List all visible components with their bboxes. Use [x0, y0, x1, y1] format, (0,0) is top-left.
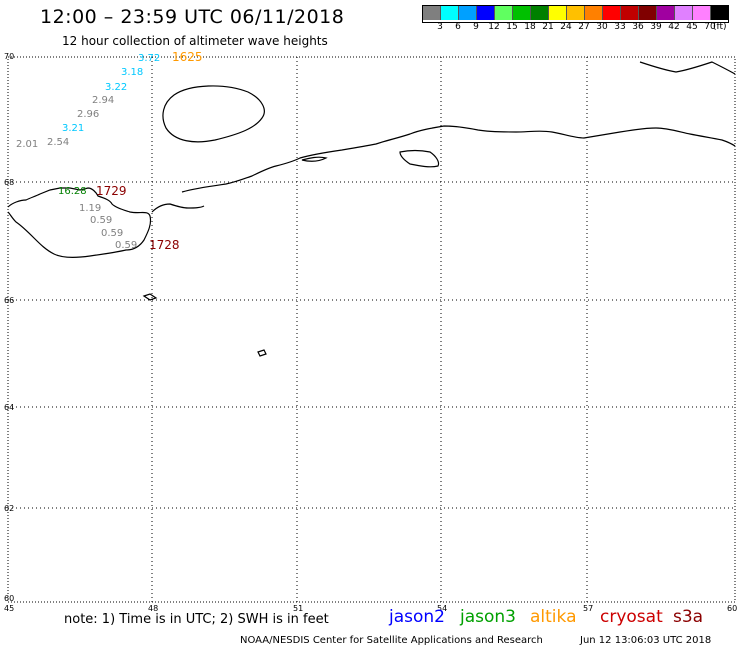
scale-label: 18 [524, 22, 536, 32]
pass-time: 1729 [96, 184, 127, 198]
scale-label: 70 [704, 22, 716, 32]
scale-label: 12 [488, 22, 500, 32]
scale-swatch [693, 6, 711, 20]
pass-time: 1728 [149, 238, 180, 252]
scale-swatch [459, 6, 477, 20]
scale-label: 39 [650, 22, 662, 32]
scale-label: 3 [437, 22, 443, 32]
scale-swatch [549, 6, 567, 20]
scale-label: 42 [668, 22, 680, 32]
swh-value: 3.18 [121, 67, 143, 78]
small-island [142, 293, 158, 301]
scale-swatch [621, 6, 639, 20]
footer-note: note: 1) Time is in UTC; 2) SWH is in fe… [64, 612, 329, 627]
generated-timestamp: Jun 12 13:06:03 UTC 2018 [580, 635, 712, 646]
scale-swatch [423, 6, 441, 20]
legend-cryosat: cryosat [600, 607, 663, 627]
legend-s3a: s3a [673, 607, 704, 627]
lon-label: 45 [4, 604, 14, 613]
kanin-peninsula [7, 187, 152, 258]
plot-frame [7, 56, 736, 603]
kolguev-island [162, 85, 265, 143]
legend-altika: altika [530, 607, 577, 627]
swh-measurements: 3.72 3.18 3.22 2.94 2.96 3.21 2.01 2.54 … [16, 53, 160, 251]
latitude-labels: 70 68 66 64 62 60 [4, 52, 14, 603]
longitude-labels: 45 48 51 54 57 60 [4, 604, 737, 613]
small-island [257, 349, 267, 357]
scale-swatch [441, 6, 459, 20]
swh-value: 3.72 [138, 53, 160, 64]
swh-value: 16.28 [58, 186, 87, 197]
scale-swatch [513, 6, 531, 20]
swh-value: 2.54 [47, 137, 69, 148]
lat-label: 62 [4, 504, 14, 513]
swh-value: 0.59 [115, 240, 137, 251]
scale-swatch [585, 6, 603, 20]
scale-label: 21 [542, 22, 554, 32]
barents-mainland-coast [181, 125, 736, 193]
legend-jason3: jason3 [460, 607, 516, 627]
scale-label: 36 [632, 22, 644, 32]
scale-swatch [531, 6, 549, 20]
vaygach-coast-fragment [301, 156, 328, 162]
lon-label: 57 [583, 604, 593, 613]
graticule [8, 57, 735, 602]
scale-swatch [639, 6, 657, 20]
northern-coast [639, 61, 736, 75]
credit-line: NOAA/NESDIS Center for Satellite Applica… [240, 635, 543, 646]
legend-jason2: jason2 [389, 607, 445, 627]
wave-height-color-scale [422, 5, 729, 23]
lon-label: 54 [437, 604, 447, 613]
scale-label: 45 [686, 22, 698, 32]
scale-label: 15 [506, 22, 518, 32]
swh-value: 2.94 [92, 95, 114, 106]
yamal-bay [399, 149, 440, 168]
swh-value: 3.22 [105, 82, 127, 93]
scale-swatch [603, 6, 621, 20]
lon-label: 48 [148, 604, 158, 613]
swh-value: 3.21 [62, 123, 84, 134]
pass-time-labels: 1625 1729 1728 [96, 50, 203, 252]
lon-label: 51 [293, 604, 303, 613]
coastline [7, 61, 736, 357]
scale-label: 6 [455, 22, 461, 32]
scale-label: 9 [473, 22, 479, 32]
scale-swatch [567, 6, 585, 20]
scale-label: 33 [614, 22, 626, 32]
pass-time: 1625 [172, 50, 203, 64]
swh-value: 0.59 [90, 215, 112, 226]
swh-value: 2.96 [77, 109, 99, 120]
swh-value: 0.59 [101, 228, 123, 239]
scale-label: 30 [596, 22, 608, 32]
scale-swatch [657, 6, 675, 20]
pechora-coast [151, 203, 205, 213]
scale-swatch [477, 6, 495, 20]
scale-unit: (ft) [713, 22, 727, 32]
scale-label: 27 [578, 22, 590, 32]
lat-label: 64 [4, 403, 14, 412]
color-scale-labels: 3 6 9 12 15 18 21 24 27 30 33 36 39 42 45 70 [422, 22, 732, 34]
page-title: 12:00 – 23:59 UTC 06/11/2018 [40, 6, 345, 28]
scale-swatch [711, 6, 728, 20]
lat-label: 60 [4, 594, 14, 603]
lat-label: 66 [4, 296, 14, 305]
lat-label: 68 [4, 178, 14, 187]
lon-label: 60 [727, 604, 737, 613]
page-subtitle: 12 hour collection of altimeter wave hei… [62, 34, 328, 48]
swh-value: 1.19 [79, 203, 101, 214]
scale-swatch [495, 6, 513, 20]
scale-swatch [675, 6, 693, 20]
scale-label: 24 [560, 22, 572, 32]
lat-label: 70 [4, 52, 14, 61]
swh-value: 2.01 [16, 139, 38, 150]
